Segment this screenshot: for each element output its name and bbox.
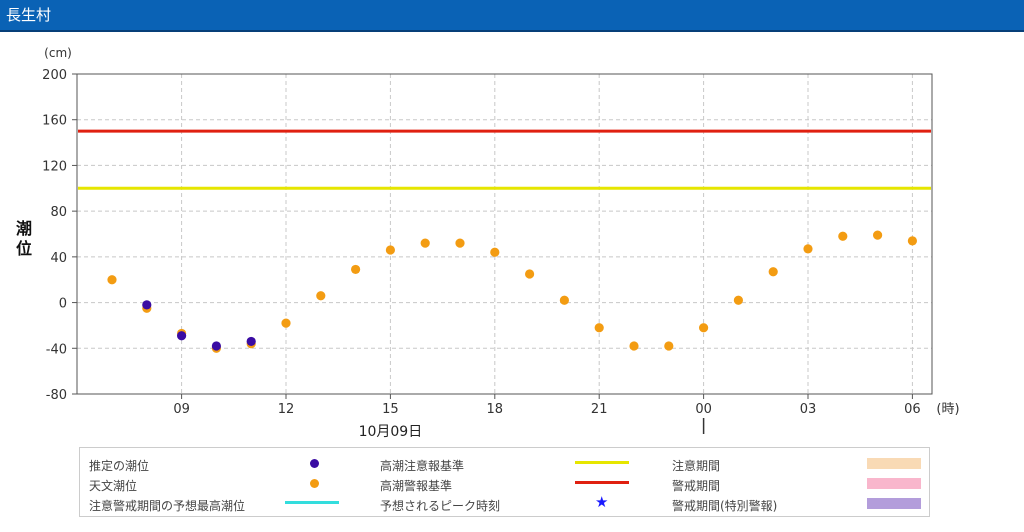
legend-caution-period-box — [867, 458, 921, 469]
legend-peak-star-icon: ★ — [595, 493, 609, 511]
y-tick-label: 40 — [50, 251, 67, 266]
y-tick-label: 120 — [42, 159, 67, 174]
y-tick-label: -40 — [46, 342, 67, 357]
legend-label-warning-period: 警戒期間 — [672, 479, 721, 493]
astronomical-tide-point — [490, 247, 500, 257]
astronomical-tide-point — [420, 238, 430, 248]
y-axis-label: 位 — [16, 239, 32, 258]
legend-label-special-warning-period: 警戒期間(特別警報) — [672, 499, 778, 513]
legend-astronomical-dot — [310, 479, 319, 488]
legend-caution-std-line — [575, 461, 629, 464]
astronomical-tide-point — [559, 295, 570, 305]
legend-warning-std-line — [575, 481, 629, 484]
astronomical-tide-point — [107, 275, 117, 285]
legend-label-caution-period: 注意期間 — [672, 459, 721, 473]
astronomical-tide-point — [316, 291, 326, 301]
astronomical-tide-point — [873, 230, 883, 240]
x-tick-label: 00 — [695, 402, 712, 417]
y-tick-label: 0 — [59, 297, 67, 312]
x-tick-label: 12 — [278, 402, 295, 417]
y-tick-label: 160 — [42, 114, 67, 129]
y-axis-label: 潮 — [16, 219, 32, 238]
astronomical-tide-point — [838, 231, 848, 241]
estimated-tide-point — [177, 331, 187, 341]
astronomical-tide-point — [525, 269, 535, 279]
astronomical-tide-point — [629, 341, 639, 351]
location-title: 長生村 — [6, 6, 52, 24]
x-unit-label: (時) — [936, 402, 959, 417]
header-bar: 長生村 — [0, 0, 1024, 32]
astronomical-tide-point — [594, 323, 604, 333]
astronomical-tide-point — [803, 244, 813, 254]
estimated-tide-point — [211, 341, 221, 351]
legend-label-peak: 予想されるピーク時刻 — [380, 499, 501, 513]
plot-area — [77, 74, 932, 394]
date-label: 10月09日 — [359, 424, 423, 440]
legend-label-astronomical: 天文潮位 — [89, 479, 138, 493]
legend-label-forecast-max: 注意警戒期間の予想最高潮位 — [89, 499, 246, 513]
tide-chart: -80 -40 0 40 80 120 160 200 09 12 15 18 21 00 03 06 10月0… — [16, 46, 960, 440]
estimated-tide-point — [142, 300, 152, 310]
legend-estimated-dot — [310, 459, 319, 468]
astronomical-tide-point — [351, 264, 361, 275]
y-tick-label: 200 — [42, 68, 67, 83]
x-tick-label: 15 — [382, 402, 399, 417]
astronomical-tide-point — [385, 245, 395, 255]
astronomical-tide-point — [699, 323, 709, 333]
astronomical-tide-point — [664, 341, 674, 351]
astronomical-tide-point — [907, 236, 918, 246]
x-tick-label: 18 — [487, 402, 504, 417]
plot-frame — [76, 73, 933, 395]
legend-label-caution-std: 高潮注意報基準 — [380, 459, 465, 473]
astronomical-tide-point — [768, 267, 778, 277]
astronomical-tide-point — [733, 295, 744, 305]
legend: 推定の潮位 天文潮位 注意警戒期間の予想最高潮位 高潮注意報基準 高潮警報基準 … — [79, 447, 930, 517]
legend-warning-period-box — [867, 478, 921, 489]
astronomical-tide-point — [455, 238, 465, 248]
y-unit-label: (cm) — [44, 46, 72, 60]
astronomical-tide-point — [281, 318, 291, 328]
estimated-tide-point — [246, 336, 256, 347]
legend-special-warning-period-box — [867, 498, 921, 509]
x-tick-label: 21 — [591, 402, 608, 417]
y-tick-label: -80 — [46, 388, 67, 403]
legend-label-warning-std: 高潮警報基準 — [380, 479, 453, 493]
x-tick-label: 09 — [173, 402, 190, 417]
x-tick-label: 03 — [800, 402, 817, 417]
x-tick-label: 06 — [904, 402, 921, 417]
legend-forecast-max-line — [285, 501, 339, 504]
legend-label-estimated: 推定の潮位 — [89, 459, 150, 473]
y-tick-label: 80 — [50, 205, 67, 220]
